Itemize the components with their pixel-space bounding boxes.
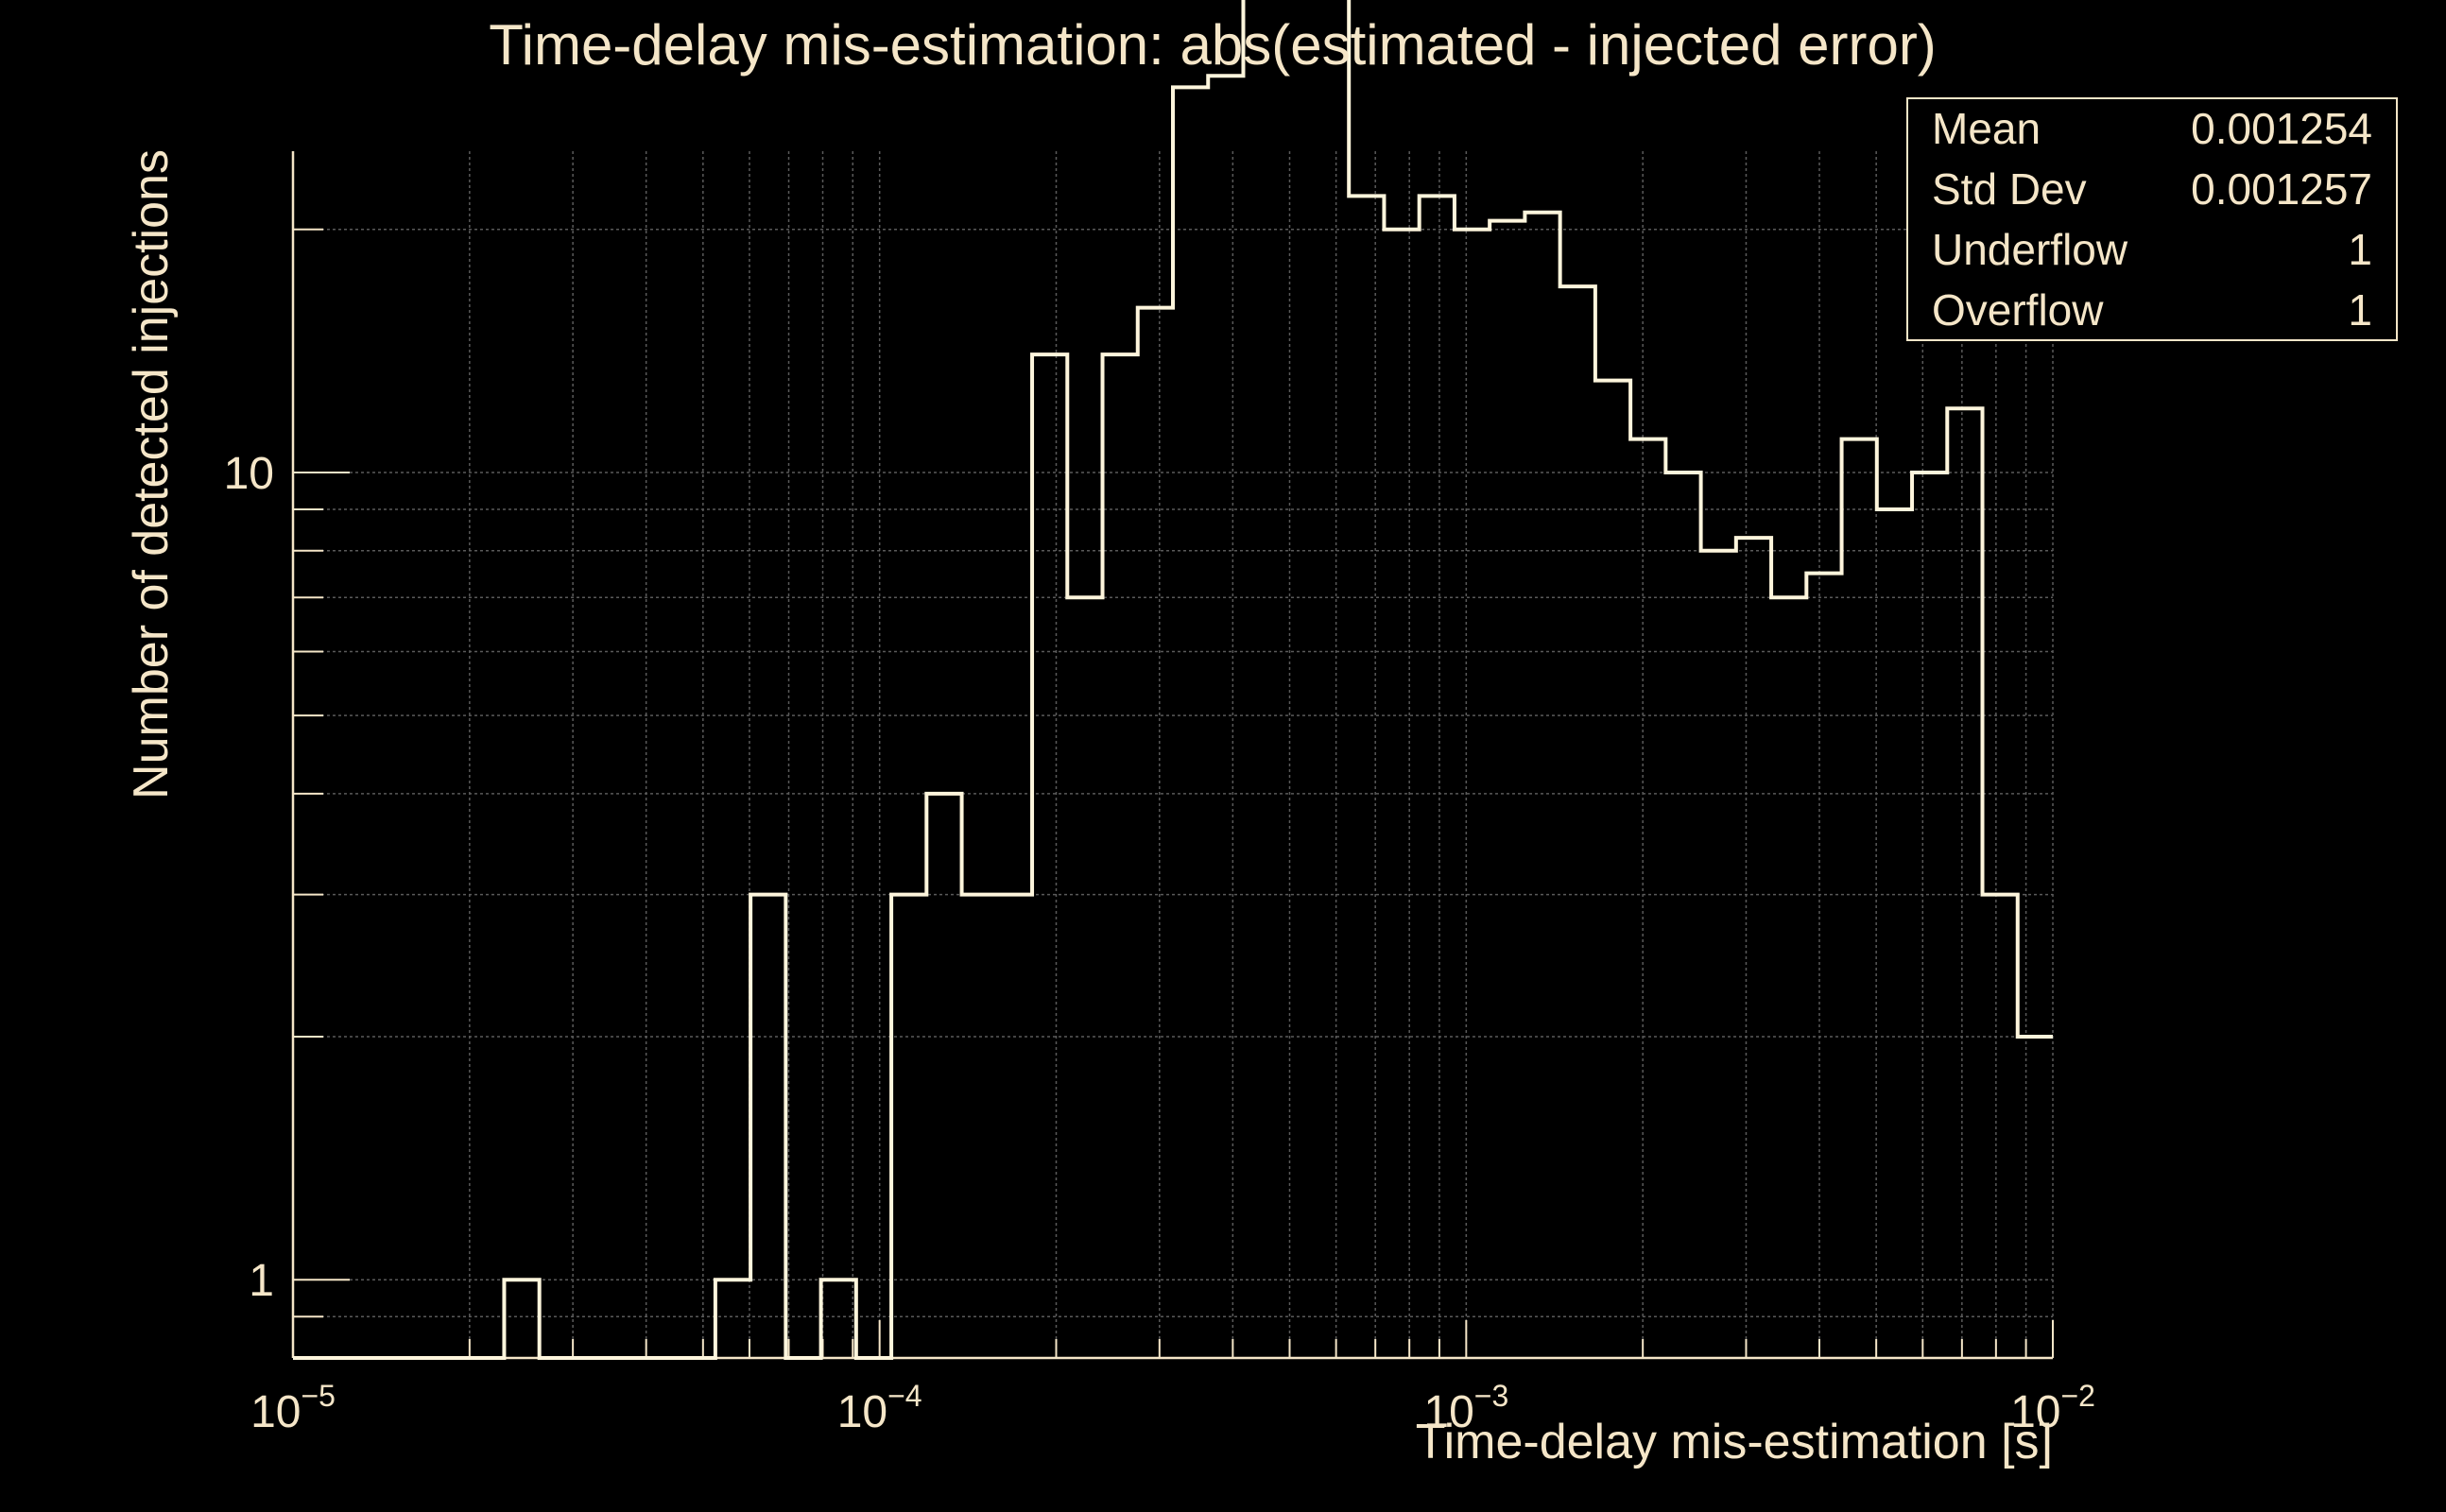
x-tick-label: 10−3: [1423, 1379, 1508, 1437]
histogram-series: [293, 0, 2053, 1360]
histogram-bin: [1736, 538, 1771, 1358]
stats-box-frame: [1906, 97, 2398, 341]
chart-title: Time-delay mis-estimation: abs(estimated…: [489, 13, 1937, 77]
histogram-bin: [1983, 895, 2018, 1358]
histogram-bin: [1947, 408, 1982, 1358]
stats-overflow-label: Overflow: [1932, 285, 2104, 335]
histogram-bin: [1455, 230, 1490, 1358]
stats-box: Mean 0.001254 Std Dev 0.001257 Underflow…: [1906, 97, 2398, 341]
tick-labels: 10−5 10−4 10−3 10−2 1 10: [224, 449, 2095, 1437]
x-tick-label: 10−4: [837, 1379, 922, 1437]
histogram-bin: [1420, 196, 1455, 1358]
stats-stddev-label: Std Dev: [1932, 164, 2087, 214]
histogram-bin: [821, 1280, 856, 1358]
histogram-bin: [1032, 354, 1067, 1358]
histogram-bin: [1595, 381, 1630, 1358]
grid-lines: [292, 151, 2054, 1359]
x-tick-label: 10−2: [2010, 1379, 2095, 1437]
histogram-bin: [891, 895, 926, 1358]
histogram-bin: [1384, 230, 1419, 1358]
histogram-bin: [1067, 597, 1102, 1358]
histogram-bin: [1208, 76, 1243, 1358]
histogram-bin: [1138, 308, 1173, 1358]
histogram-bin: [926, 794, 961, 1358]
histogram-bin: [1490, 221, 1524, 1358]
stats-stddev-value: 0.001257: [2191, 164, 2372, 214]
histogram-bin: [1877, 509, 1912, 1358]
histogram-bin: [750, 895, 785, 1358]
histogram-bin: [715, 1280, 750, 1358]
histogram-bin: [1630, 439, 1665, 1358]
histogram-bin: [997, 895, 1032, 1358]
histogram-bin: [1701, 551, 1736, 1358]
histogram-bin: [1279, 0, 1314, 1358]
histogram-bin: [1173, 87, 1208, 1358]
x-tick-label: 10−5: [250, 1379, 336, 1437]
y-tick-label: 10: [224, 449, 274, 499]
stats-underflow-label: Underflow: [1932, 225, 2128, 274]
y-tick-label: 1: [249, 1256, 274, 1306]
histogram-bin: [1665, 472, 1700, 1358]
stats-mean-value: 0.001254: [2191, 104, 2372, 153]
stats-mean-label: Mean: [1932, 104, 2041, 153]
histogram-bin: [1314, 0, 1349, 1358]
histogram-bin: [504, 1280, 539, 1358]
stats-underflow-value: 1: [2348, 225, 2372, 274]
histogram-bin: [1806, 574, 1841, 1358]
stats-overflow-value: 1: [2348, 285, 2372, 335]
y-axis-label: Number of detected injections: [124, 149, 179, 799]
histogram-bin: [2018, 1037, 2053, 1358]
histogram-bin: [962, 895, 997, 1358]
histogram-bin: [1560, 286, 1595, 1358]
histogram-outline: [293, 0, 2053, 1360]
histogram-bin: [1912, 472, 1947, 1358]
histogram-bin: [1349, 196, 1384, 1358]
x-axis-label: Time-delay mis-estimation [s]: [1416, 1415, 2053, 1469]
histogram-bin: [1771, 597, 1806, 1358]
histogram-bin: [1524, 213, 1559, 1358]
histogram-bin: [1842, 439, 1877, 1358]
histogram-bin: [1103, 354, 1138, 1358]
histogram-bin: [1243, 0, 1278, 1358]
